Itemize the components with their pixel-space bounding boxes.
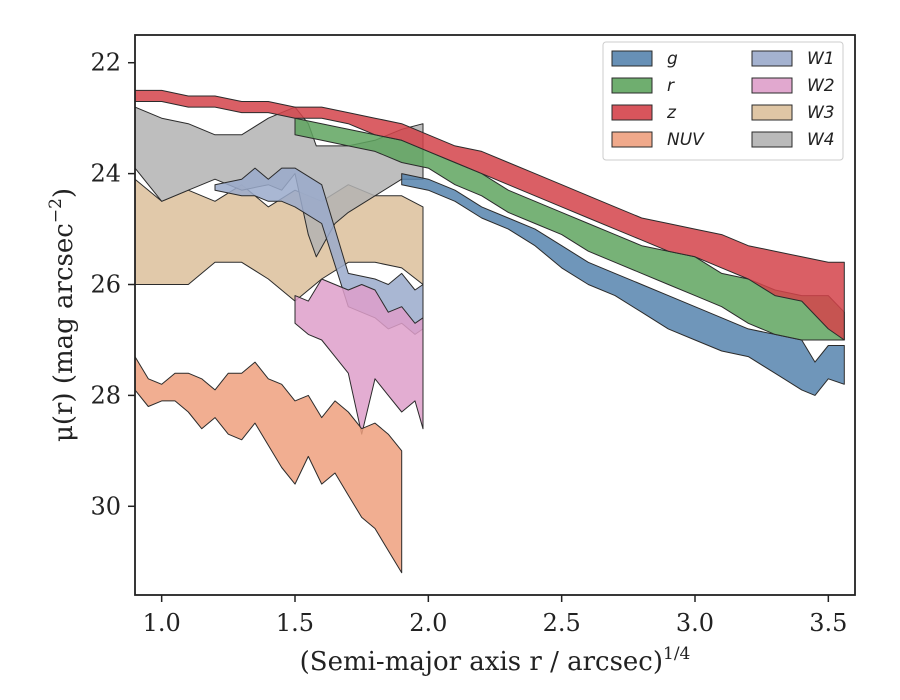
x-tick-label: 1.0 <box>143 609 181 637</box>
legend-label-z: z <box>666 103 677 123</box>
legend-label-w2: W2 <box>807 76 835 96</box>
y-tick-label: 24 <box>90 160 121 188</box>
y-axis-title-main: μ(r) (mag arcsec <box>49 223 79 442</box>
plot-frame <box>134 34 856 596</box>
legend-label-g: g <box>667 49 678 69</box>
x-axis-title-main: (Semi-major axis r / arcsec) <box>300 647 663 677</box>
legend-label-w3: W3 <box>807 103 835 123</box>
series-layer <box>135 89 845 574</box>
legend-label-r: r <box>667 76 675 96</box>
legend-label-nuv: NUV <box>667 130 705 150</box>
legend-label-w1: W1 <box>807 49 835 69</box>
x-tick-label: 2.0 <box>409 609 447 637</box>
legend-swatch-w4 <box>751 131 793 148</box>
y-axis-title: μ(r) (mag arcsec−2) <box>46 188 79 442</box>
legend-swatch-r <box>611 77 653 94</box>
legend-swatch-g <box>611 50 653 67</box>
y-tick-label: 22 <box>90 49 121 77</box>
legend-swatch-w1 <box>751 50 793 67</box>
series-band-w2 <box>294 278 424 435</box>
x-tick-label: 3.5 <box>809 609 847 637</box>
x-tick-label: 3.0 <box>676 609 714 637</box>
legend-swatch-w3 <box>751 104 793 121</box>
y-tick-label: 28 <box>90 381 121 409</box>
series-band-g <box>401 173 845 396</box>
legend: grz NUV W1 W2 W3 W4 <box>602 41 844 161</box>
x-axis-title: (Semi-major axis r / arcsec)1/4 <box>300 644 691 677</box>
y-axis-title-exponent: −2 <box>46 198 66 223</box>
y-tick-label: 30 <box>90 492 121 520</box>
x-tick-label: 2.5 <box>543 609 581 637</box>
x-axis-title-exponent: 1/4 <box>663 644 690 664</box>
x-axis-ticks: 1.0 1.5 2.0 2.5 3.0 3.5 <box>143 595 847 637</box>
series-band-z <box>135 89 845 341</box>
legend-swatch-w2 <box>751 77 793 94</box>
y-tick-label: 26 <box>90 271 121 299</box>
x-tick-label: 1.5 <box>276 609 314 637</box>
legend-label-w4: W4 <box>807 130 835 150</box>
legend-swatch-z <box>611 104 653 121</box>
legend-swatch-nuv <box>611 131 653 148</box>
y-axis-title-close: ) <box>49 188 79 198</box>
series-band-nuv <box>135 356 403 574</box>
y-axis-ticks: 22 24 26 28 30 <box>90 49 135 520</box>
legend-frame <box>602 41 844 161</box>
